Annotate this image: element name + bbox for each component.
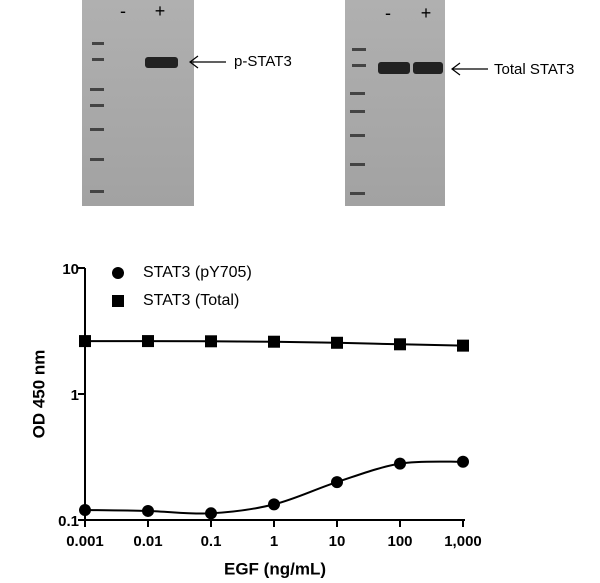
band-label: p-STAT3 — [234, 53, 292, 70]
x-tick-label: 0.01 — [133, 533, 162, 550]
x-tick-label: 10 — [329, 533, 346, 550]
blot-1: - + p-STAT3 — [82, 0, 292, 206]
marker — [394, 457, 406, 470]
x-tick-label: 0.1 — [201, 533, 222, 550]
legend-label: STAT3 (pY705) — [143, 264, 252, 281]
marker — [205, 335, 217, 348]
lane-label: + — [421, 3, 432, 23]
lane-label: - — [120, 1, 126, 21]
arrowhead — [451, 62, 461, 76]
marker — [205, 507, 217, 520]
y-tick-label: 10 — [62, 261, 79, 278]
y-tick-label: 1 — [71, 387, 79, 404]
marker — [268, 335, 280, 348]
legend-label: STAT3 (Total) — [143, 292, 239, 309]
legend-marker — [112, 267, 124, 279]
marker — [142, 504, 154, 517]
x-tick-label: 1 — [270, 533, 278, 550]
marker — [331, 336, 343, 349]
y-axis-title: OD 450 nm — [29, 350, 48, 439]
band — [145, 57, 178, 68]
marker — [142, 335, 154, 348]
gel — [82, 0, 194, 206]
marker — [79, 335, 91, 348]
x-axis-title: EGF (ng/mL) — [224, 559, 326, 578]
band-label: Total STAT3 — [494, 61, 574, 78]
y-tick-label: 0.1 — [58, 513, 79, 530]
legend-marker — [112, 295, 124, 307]
ladder — [350, 48, 366, 195]
band — [413, 62, 443, 74]
marker — [457, 455, 469, 468]
marker — [79, 504, 91, 517]
x-tick-label: 1,000 — [444, 533, 482, 550]
lane-label: - — [385, 3, 391, 23]
x-tick-label: 100 — [387, 533, 412, 550]
arrowhead — [189, 55, 199, 69]
marker — [331, 476, 343, 489]
lane-label: + — [155, 1, 166, 21]
blot-2: - + Total STAT3 — [345, 0, 574, 206]
marker — [268, 498, 280, 511]
band — [378, 62, 410, 74]
ladder — [90, 42, 104, 193]
gel — [345, 0, 445, 206]
marker — [457, 339, 469, 352]
marker — [394, 338, 406, 351]
x-tick-label: 0.001 — [66, 533, 104, 550]
